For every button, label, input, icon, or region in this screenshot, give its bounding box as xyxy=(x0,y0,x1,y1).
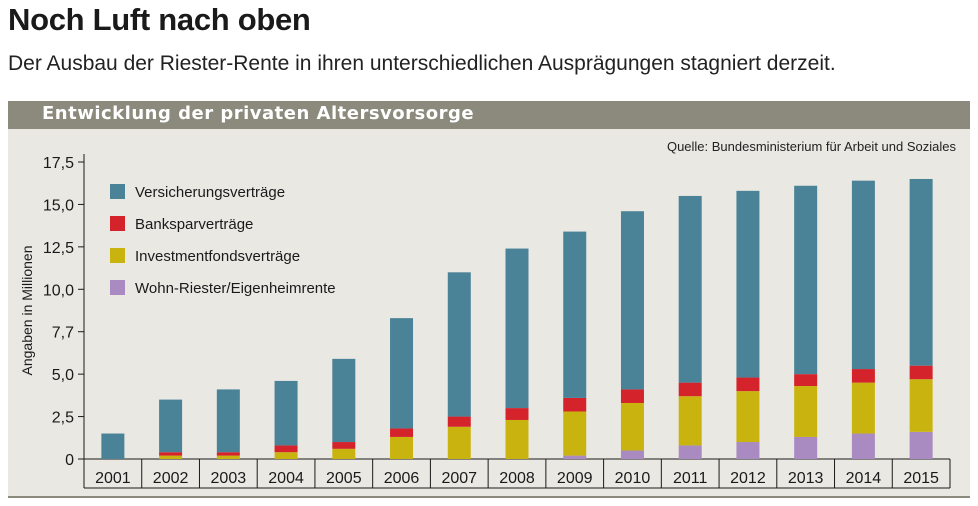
bar-segment xyxy=(216,389,240,453)
bar-segment xyxy=(390,436,414,459)
bar-segment xyxy=(678,195,702,383)
chart-bars xyxy=(101,178,933,459)
bar-segment xyxy=(909,379,933,432)
bar-segment xyxy=(332,358,356,443)
bar-segment xyxy=(563,411,587,456)
legend-swatch xyxy=(110,216,125,231)
y-tick-label: 0 xyxy=(65,452,74,469)
bar-segment xyxy=(390,318,414,429)
bar-segment xyxy=(678,382,702,397)
legend-label: Wohn-Riester/Eigenheimrente xyxy=(135,280,336,297)
x-tick-label: 2002 xyxy=(153,470,189,487)
bar-segment xyxy=(620,402,644,451)
bar-segment xyxy=(563,397,587,412)
x-tick-label: 2012 xyxy=(730,470,766,487)
legend-label: Versicherungsverträge xyxy=(135,184,285,201)
bar-segment xyxy=(159,455,183,459)
bar-segment xyxy=(505,419,529,459)
x-tick-label: 2003 xyxy=(211,470,247,487)
y-tick-label: 5,0 xyxy=(52,367,74,384)
bar-segment xyxy=(390,428,414,437)
bar-segment xyxy=(736,190,760,378)
x-tick-label: 2009 xyxy=(557,470,593,487)
y-tick-label: 12,5 xyxy=(43,240,74,257)
panel-header: Entwicklung der privaten Altersvorsorge xyxy=(8,101,970,129)
bar-segment xyxy=(563,231,587,398)
panel-title: Entwicklung der privaten Altersvorsorge xyxy=(42,103,475,124)
bar-segment xyxy=(794,436,818,459)
legend-label: Banksparverträge xyxy=(135,216,253,233)
bar-segment xyxy=(274,380,298,446)
bar-segment xyxy=(794,374,818,387)
x-tick-label: 2005 xyxy=(326,470,362,487)
bar-segment xyxy=(909,431,933,459)
y-tick-label: 2,5 xyxy=(52,410,74,427)
bar-segment xyxy=(851,180,875,370)
x-tick-label: 2004 xyxy=(268,470,304,487)
x-tick-label: 2010 xyxy=(615,470,651,487)
bar-segment xyxy=(678,445,702,459)
legend-swatch xyxy=(110,280,125,295)
bar-segment xyxy=(274,445,298,453)
bar-segment xyxy=(736,442,760,459)
bar-segment xyxy=(447,272,471,417)
x-tick-label: 2008 xyxy=(499,470,535,487)
bar-segment xyxy=(332,442,356,449)
bar-segment xyxy=(159,452,183,456)
bar-segment xyxy=(794,185,818,375)
y-tick-label: 15,0 xyxy=(43,197,74,214)
y-axis-title: Angaben in Millionen xyxy=(19,246,35,376)
bar-segment xyxy=(101,433,125,459)
bar-segment xyxy=(678,396,702,446)
bar-segment xyxy=(851,433,875,459)
bar-segment xyxy=(851,369,875,383)
bar-segment xyxy=(620,211,644,390)
bar-segment xyxy=(736,391,760,443)
bar-segment xyxy=(794,386,818,437)
chart-legend: Versicherungsverträge Banksparverträge Inv… xyxy=(110,184,336,297)
y-tick-label: 7,7 xyxy=(52,325,74,342)
bar-segment xyxy=(505,408,529,420)
bar-segment xyxy=(216,452,240,456)
bar-segment xyxy=(505,248,529,409)
bar-segment xyxy=(736,377,760,392)
bar-segment xyxy=(620,450,644,459)
bar-segment xyxy=(909,365,933,380)
bar-segment xyxy=(447,426,471,459)
chart-axes: 0 2,5 5,0 7,7 10,0 12,5 15,0 17,5 Angaben in Mil… xyxy=(19,154,951,489)
bottom-rule xyxy=(8,496,970,498)
x-tick-label: 2001 xyxy=(95,470,131,487)
x-tick-label: 2011 xyxy=(673,470,708,487)
bar-segment xyxy=(159,399,183,453)
bar-segment xyxy=(909,178,933,366)
bar-segment xyxy=(447,416,471,427)
bar-segment xyxy=(851,382,875,434)
source-note: Quelle: Bundesministerium für Arbeit und… xyxy=(666,139,956,154)
legend-label: Investmentfondsverträge xyxy=(135,248,300,265)
x-tick-label: 2013 xyxy=(788,470,824,487)
x-tick-label: 2015 xyxy=(903,470,939,487)
y-tick-label: 10,0 xyxy=(43,282,74,299)
bar-segment xyxy=(332,448,356,459)
y-tick-label: 17,5 xyxy=(43,155,74,172)
headline: Noch Luft nach oben xyxy=(8,2,311,37)
x-tick-label: 2007 xyxy=(441,470,477,487)
bar-segment xyxy=(216,455,240,459)
bar-segment xyxy=(620,389,644,403)
bar-segment xyxy=(563,455,587,459)
legend-swatch xyxy=(110,248,125,263)
legend-swatch xyxy=(110,184,125,199)
subline: Der Ausbau der Riester-Rente in ihren un… xyxy=(8,52,836,75)
bar-segment xyxy=(274,452,298,459)
x-tick-label: 2014 xyxy=(846,470,882,487)
x-tick-label: 2006 xyxy=(384,470,420,487)
